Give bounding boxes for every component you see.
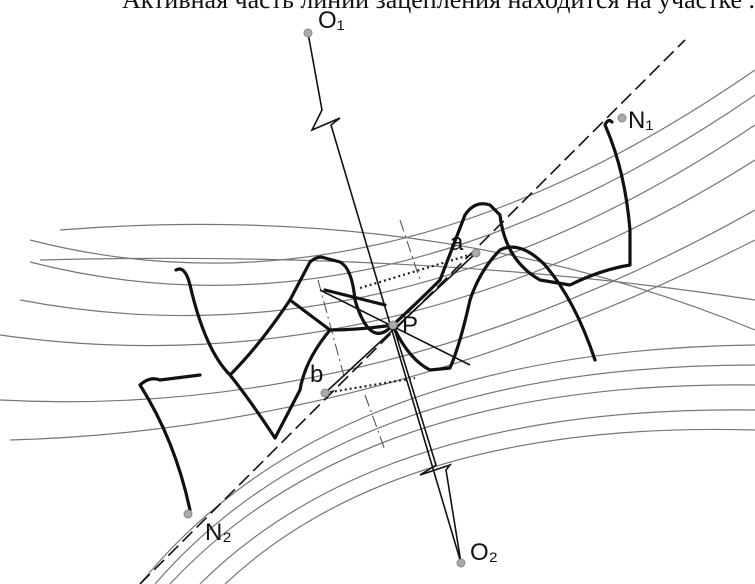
lower-teeth [393, 121, 630, 325]
label-o2: O₂ [470, 539, 498, 566]
label-n1: N₁ [628, 107, 653, 134]
label-a: a [450, 229, 464, 256]
label-b: b [310, 361, 323, 388]
tooth-profile [290, 290, 393, 330]
lower-gear-circles [40, 224, 755, 584]
page: Активная часть линии зацепления находитс… [0, 0, 755, 584]
tooth-axis [400, 220, 420, 280]
label-o1: O₁ [318, 7, 345, 34]
upper-teeth [176, 257, 393, 438]
circle-arc [155, 365, 755, 584]
circle-arc [0, 160, 755, 346]
point-p [389, 321, 397, 329]
circle-arc [140, 345, 755, 584]
label-p: P [402, 312, 418, 339]
point-n1 [618, 114, 626, 122]
point-a [472, 249, 480, 257]
point-o2 [457, 559, 465, 567]
segment-ab [325, 253, 476, 393]
point-n2 [184, 510, 192, 518]
label-n2: N₂ [205, 519, 232, 546]
center-line-upper [308, 33, 461, 563]
circle-arc [20, 125, 755, 316]
header-text: Активная часть линии зацепления находитс… [122, 0, 755, 14]
circle-arc [40, 258, 755, 300]
circle-arc [0, 210, 755, 402]
point-b [321, 389, 329, 397]
diagram: Активная часть линии зацепления находитс… [0, 0, 755, 584]
center-line [308, 33, 461, 563]
circle-arc [30, 70, 755, 263]
tooth-axis [365, 395, 385, 450]
point-o1 [304, 29, 312, 37]
